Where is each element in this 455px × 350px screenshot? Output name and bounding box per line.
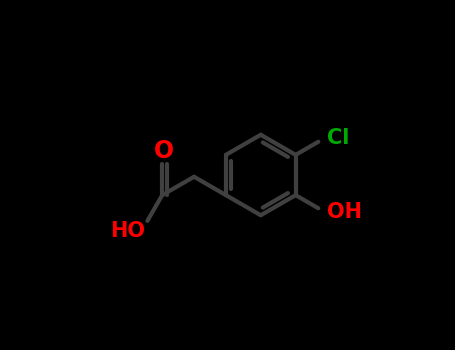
- Text: HO: HO: [111, 222, 146, 242]
- Text: Cl: Cl: [327, 128, 349, 148]
- Text: O: O: [154, 139, 174, 163]
- Text: OH: OH: [327, 202, 362, 222]
